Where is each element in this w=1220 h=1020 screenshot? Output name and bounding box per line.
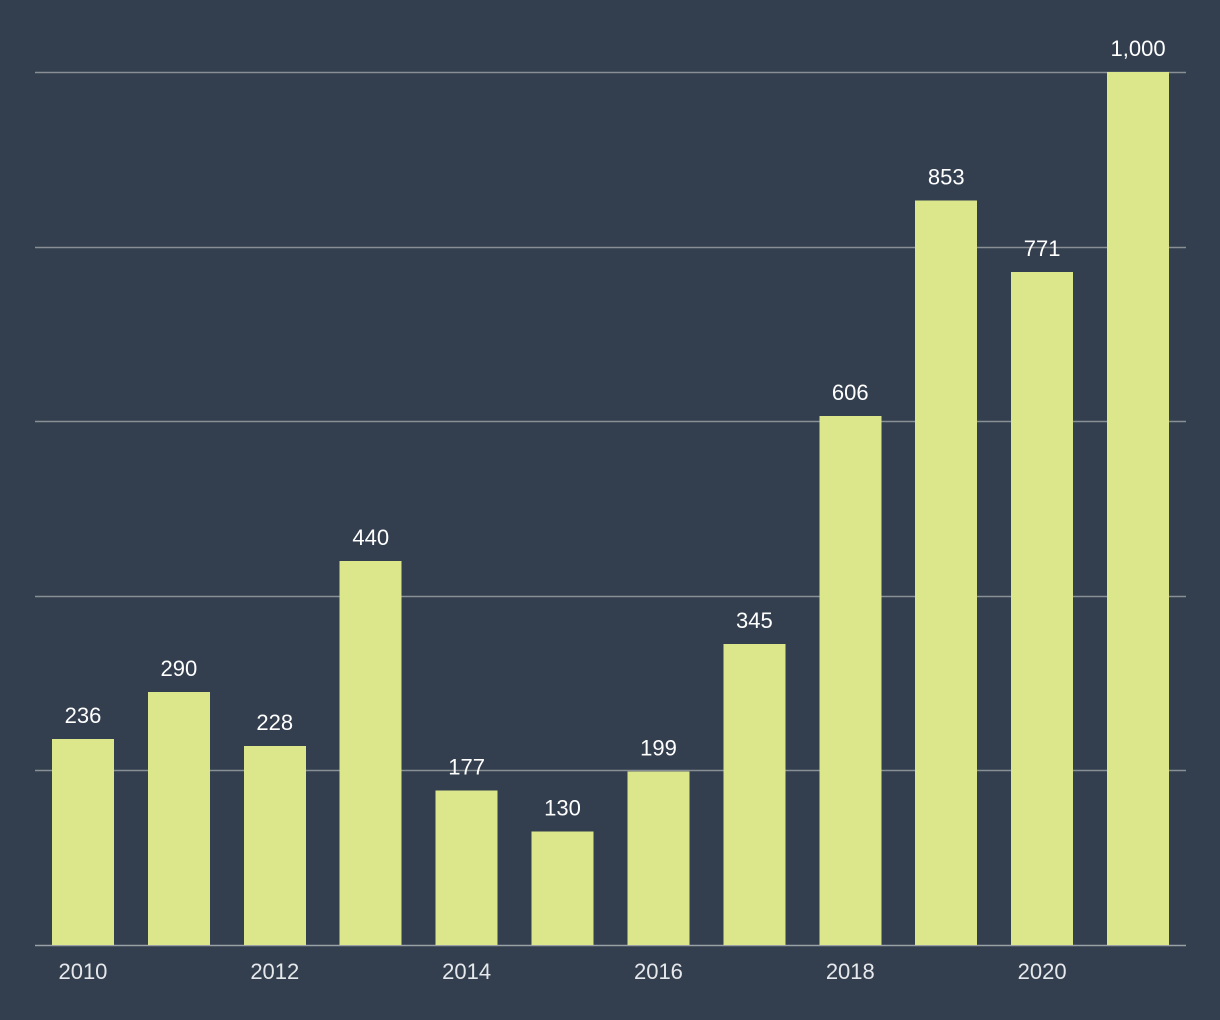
bar-2016 bbox=[627, 771, 690, 945]
bars bbox=[51, 72, 1170, 945]
x-tick-label-2018: 2018 bbox=[826, 959, 875, 984]
value-label-2011: 290 bbox=[161, 656, 198, 681]
value-label-2016: 199 bbox=[640, 735, 677, 760]
bar-2013 bbox=[339, 560, 402, 945]
value-label-2017: 345 bbox=[736, 608, 773, 633]
value-label-2020: 771 bbox=[1024, 236, 1061, 261]
x-tick-label-2012: 2012 bbox=[250, 959, 299, 984]
bar-2015 bbox=[531, 831, 594, 945]
bar-2012 bbox=[243, 745, 306, 945]
value-label-2012: 228 bbox=[256, 710, 293, 735]
gridlines bbox=[35, 71, 1186, 947]
bar-2021 bbox=[1107, 72, 1170, 945]
value-label-2021: 1,000 bbox=[1111, 36, 1166, 61]
value-label-2013: 440 bbox=[352, 525, 389, 550]
bar-2011 bbox=[147, 691, 210, 945]
value-label-2015: 130 bbox=[544, 796, 581, 821]
x-tick-label-2014: 2014 bbox=[442, 959, 491, 984]
x-tick-label-2016: 2016 bbox=[634, 959, 683, 984]
value-label-2010: 236 bbox=[65, 703, 102, 728]
value-labels: 236 290 228 440 177 130 199 345 606 853 771 1,000 bbox=[65, 36, 1166, 821]
value-label-2019: 853 bbox=[928, 164, 965, 189]
x-tick-label-2020: 2020 bbox=[1018, 959, 1067, 984]
bar-2014 bbox=[435, 790, 498, 945]
bar-2020 bbox=[1011, 271, 1074, 945]
bar-2017 bbox=[723, 643, 786, 945]
value-label-2018: 606 bbox=[832, 380, 869, 405]
value-label-2014: 177 bbox=[448, 754, 485, 779]
bar-2019 bbox=[915, 200, 978, 945]
x-tick-label-2010: 2010 bbox=[58, 959, 107, 984]
x-axis-tick-labels: 2010 2012 2014 2016 2018 2020 bbox=[58, 959, 1066, 984]
bar-2010 bbox=[51, 738, 114, 945]
bar-2018 bbox=[819, 415, 882, 945]
